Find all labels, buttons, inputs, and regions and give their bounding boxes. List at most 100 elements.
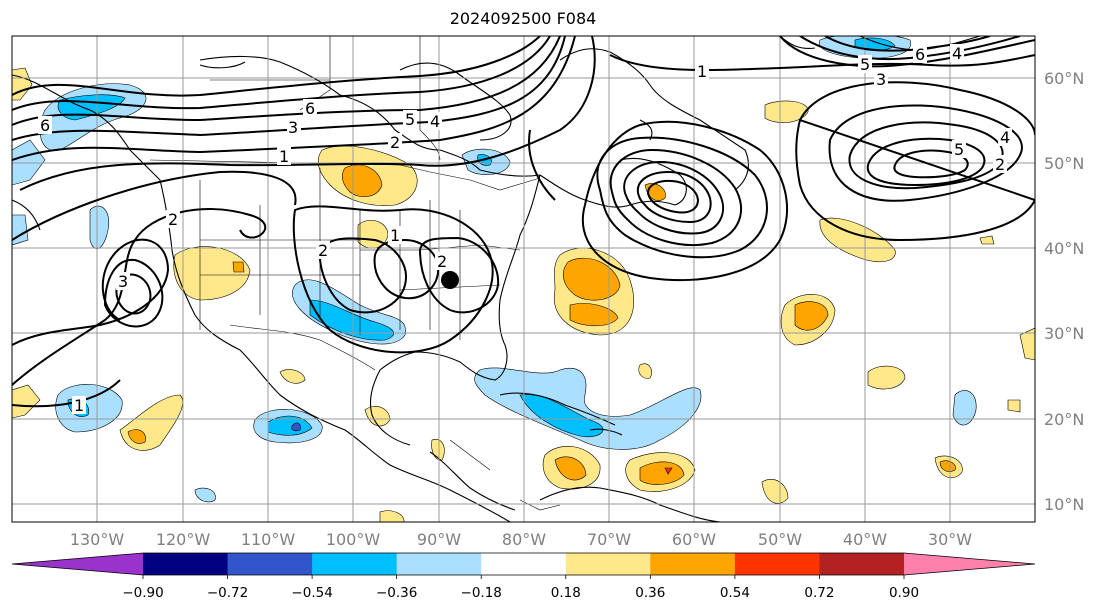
shade-orange [554,456,587,481]
contour-label-1: 1 [74,396,84,415]
shade-yellow [761,478,789,504]
lon-label: 60°W [672,530,716,549]
contour-label-1: 1 [390,226,400,245]
shade-orange [939,460,956,472]
lat-label: 30°N [1044,324,1084,343]
contour-label-3: 3 [876,70,886,89]
location-marker [441,271,459,289]
colorbar-segment [734,553,820,575]
colorbar: −0.90 −0.72 −0.54 −0.36 −0.18 0.18 0.36 0.54 0.7… [11,552,1036,601]
lat-label: 40°N [1044,239,1084,258]
contour-label-6: 6 [915,45,925,64]
shade-yellow [1007,399,1021,413]
lon-label: 90°W [417,530,461,549]
contour-label-4: 4 [1000,128,1010,147]
contour-label-5: 5 [860,55,870,74]
shade-lightblue [474,367,702,450]
lon-label: 30°W [928,530,972,549]
shade-yellow [12,384,41,419]
contour-label-1: 1 [697,62,707,81]
shade-lightblue [194,487,216,503]
contour-label-5: 5 [405,110,415,129]
map-title: 2024092500 F084 [449,9,597,28]
lon-label: 100°W [326,530,381,549]
shade-lightblue [12,214,29,246]
colorbar-tick-label: 0.54 [720,585,750,601]
lon-label: 50°W [758,530,802,549]
shade-yellow [638,363,652,379]
lat-label: 10°N [1044,495,1084,514]
lat-label: 20°N [1044,410,1084,429]
graticule [12,36,1035,522]
contour-label-1: 1 [279,147,289,166]
contour-label-4: 4 [430,112,440,131]
shade-orange [794,301,829,331]
lon-label: 40°W [843,530,887,549]
lon-label: 70°W [587,530,631,549]
colorbar-tick-label: −0.18 [461,585,502,601]
contour-labels: 1 3 6 5 4 2 2 1 2 2 1 5 3 6 [38,44,1012,415]
map-frame [11,35,1036,523]
shade-yellow [764,100,809,123]
shade-yellow [1019,327,1035,361]
colorbar-tick-label: 0.72 [804,585,834,601]
contour-label-2: 2 [390,133,400,152]
colorbar-segment [650,553,736,575]
shade-blue [519,394,604,438]
shade-yellow [979,235,995,245]
shade-blue [309,299,395,341]
shade-lightblue [952,390,977,426]
shade-yellow [819,217,896,263]
lon-label: 110°W [241,530,296,549]
colorbar-segment [565,553,651,575]
colorbar-segment [481,553,567,575]
shade-yellow [867,365,906,390]
colorbar-segment [396,553,482,575]
shade-yellow [279,369,306,384]
shade-orange [127,429,146,444]
colorbar-segment [312,553,398,575]
shade-red [664,467,673,475]
contour-label-3: 3 [288,118,298,137]
lon-label: 130°W [70,530,125,549]
contour-label-3: 3 [118,272,128,291]
shade-blue [267,415,313,436]
shade-midblue [291,422,301,432]
contour-label-6: 6 [305,99,315,118]
contour-label-5: 5 [954,140,964,159]
lat-labels: 60°N 50°N 40°N 30°N 20°N 10°N [1044,69,1084,514]
contour-label-2: 2 [168,210,178,229]
colorbar-tick-label: −0.90 [122,585,163,601]
colorbar-tick-label: 0.90 [889,585,919,601]
contour-label-4: 4 [952,44,962,63]
lon-label: 80°W [502,530,546,549]
shade-orange [639,461,685,485]
shade-orange [232,261,245,273]
shade-orange [569,303,619,327]
contour-label-2: 2 [995,155,1005,174]
shade-orange [341,164,383,198]
lat-label: 50°N [1044,154,1084,173]
lon-labels: 130°W 120°W 110°W 100°W 90°W 80°W 70°W 6… [70,530,972,549]
colorbar-tick-label: 0.36 [635,585,665,601]
colorbar-extend-low [12,553,143,575]
shade-yellow [379,510,405,522]
colorbar-tick-label: −0.72 [207,585,248,601]
map-area: 1 3 6 5 4 2 2 1 2 2 1 5 3 6 [12,36,1035,522]
colorbar-segment [143,553,229,575]
colorbar-tick-label: 0.18 [551,585,581,601]
shade-orange [562,257,621,301]
lon-label: 120°W [156,530,211,549]
colorbar-tick-label: −0.54 [291,585,332,601]
shade-lightblue [89,205,110,250]
shade-yellow [173,246,251,301]
lat-label: 60°N [1044,69,1084,88]
colorbar-segment [819,553,905,575]
contour-label-2: 2 [437,252,447,271]
colorbar-tick-label: −0.36 [376,585,417,601]
colorbar-extend-high [904,553,1035,575]
contour-label-6: 6 [40,116,50,135]
contour-label-2: 2 [318,241,328,260]
colorbar-segment [227,553,313,575]
